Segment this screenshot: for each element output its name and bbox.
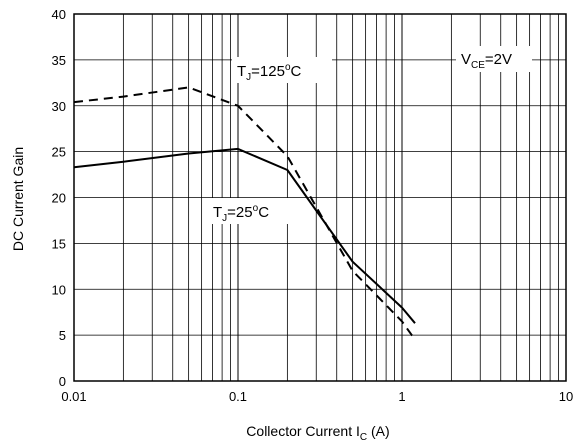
y-tick-label: 25: [52, 145, 66, 160]
condition-label-bg: [456, 46, 532, 72]
x-axis-title-unit: (A): [367, 423, 390, 439]
y-tick-labels: 0 5 10 15 20 25 30 35 40: [52, 7, 66, 389]
legend-bg-125: [232, 57, 332, 83]
condition-label: VCE=2V: [461, 51, 512, 71]
x-tick-label: 1: [398, 389, 405, 404]
plot-frame: [73, 13, 567, 382]
legend-bg-25: [210, 198, 292, 224]
series-layer: [73, 86, 416, 341]
y-tick-label: 30: [52, 99, 66, 114]
x-axis-title-sub: C: [360, 432, 367, 443]
x-axis-title-main: Collector Current I: [246, 423, 360, 439]
x-tick-label: 0.1: [229, 389, 247, 404]
x-tick-label: 10: [559, 389, 573, 404]
y-tick-label: 10: [52, 282, 66, 297]
x-tick-labels: 0.01 0.1 1 10: [61, 389, 573, 404]
y-tick-label: 35: [52, 53, 66, 68]
y-tick-label: 20: [52, 191, 66, 206]
grid-lines: [74, 14, 566, 381]
series-label-25c: TJ=25oC: [213, 203, 269, 224]
x-tick-label: 0.01: [61, 389, 86, 404]
y-tick-label: 5: [59, 328, 66, 343]
series-label-125c: TJ=125oC: [237, 62, 302, 83]
y-tick-label: 15: [52, 236, 66, 251]
series-line-25c: [73, 147, 416, 324]
y-axis-title: DC Current Gain: [10, 147, 26, 251]
series-line-125c: [73, 86, 416, 341]
y-tick-label: 0: [59, 374, 66, 389]
y-tick-label: 40: [52, 7, 66, 22]
x-axis-title: Collector Current IC (A): [246, 423, 389, 443]
